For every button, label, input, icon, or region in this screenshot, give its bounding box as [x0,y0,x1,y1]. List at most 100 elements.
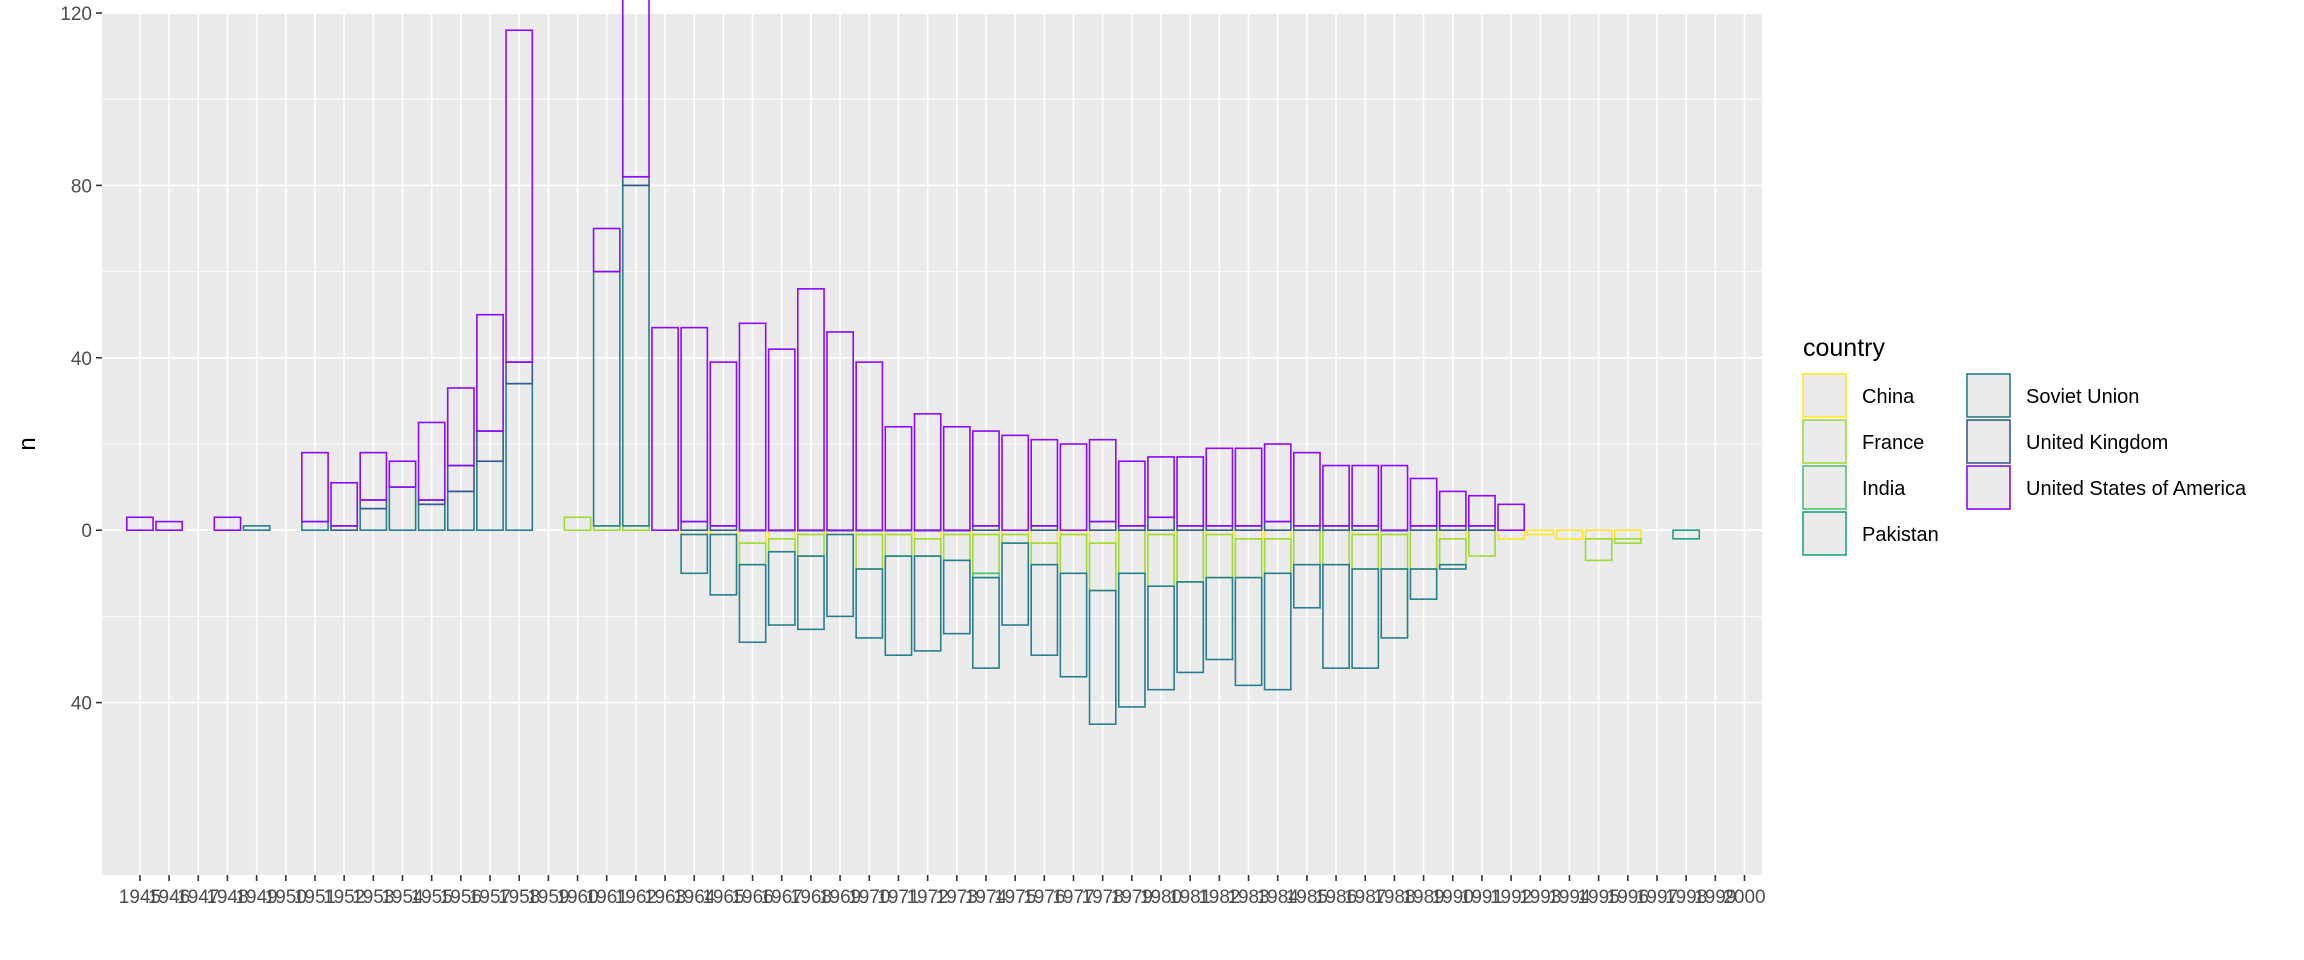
bar-segment [446,387,475,467]
legend-key [1802,465,1847,510]
x-tick-label: 1986 [1315,887,1357,908]
x-tick-label: 1973 [936,887,978,908]
x-tick-label: 1996 [1607,887,1649,908]
bar-segment [942,425,971,532]
x-tick-label: 1962 [615,887,657,908]
x-tick-label: 1999 [1694,887,1736,908]
x-tick-label: 1966 [731,887,773,908]
bar-segment [709,533,738,596]
y-axis: 40 0 40 80 120 [60,4,102,715]
grid-major [102,12,1762,875]
x-tick-label: 1983 [1227,887,1269,908]
bar-segment [972,576,1000,669]
x-tick-label: 1984 [1257,887,1300,908]
x-tick-label: 1964 [673,887,716,908]
bar-segment [1059,443,1088,531]
legend-key [1802,373,1847,418]
bar-segment [1117,572,1146,708]
x-tick-label: 1976 [1023,887,1065,908]
bar-segment [1438,490,1467,527]
bar-segment [563,516,592,532]
bar-segment [1234,447,1263,527]
bar-segment [1409,477,1438,527]
bar-segment [826,533,855,618]
x-tick-label: 1968 [790,887,832,908]
bar-segment [1147,585,1175,691]
bar-segment [1088,589,1117,725]
x-tick-label: 1975 [994,887,1036,908]
bar-segment [1292,451,1321,527]
bar-segment [1351,464,1380,527]
x-tick-label: 1979 [1111,887,1153,908]
x-tick-label: 1971 [877,887,919,908]
x-tick-label: 1956 [440,887,482,908]
bar-segment [1380,464,1409,531]
bar-segment [1322,563,1350,669]
bar-segment [680,533,709,575]
x-tick-label: 1985 [1286,887,1328,908]
y-tick-label: 0 [81,521,92,542]
bar-segment [1351,568,1380,669]
x-tick-label: 1948 [206,887,248,908]
legend-key [1802,511,1847,556]
bar-segment [884,425,913,532]
legend-label: United Kingdom [2026,432,2168,454]
bar-segment [1322,464,1350,527]
x-tick-label: 1982 [1198,887,1240,908]
legend-label: France [1862,432,1924,454]
x-tick-label: 1947 [177,887,219,908]
bar-segment [1001,542,1030,626]
bar-segment [1584,538,1613,562]
bar-segment [476,313,504,432]
x-tick-label: 1959 [527,887,569,908]
bar-segment [884,555,913,656]
x-tick-label: 1946 [148,887,190,908]
bar-segment [1468,494,1496,527]
legend-key [1966,465,2011,510]
bar-segment [738,322,767,532]
x-tick-label: 1965 [702,887,744,908]
x-tick-label: 1953 [352,887,394,908]
legend-key [1966,373,2011,418]
bar-segment [680,326,709,523]
x-tick-label: 1978 [1082,887,1124,908]
grid-minor [102,98,1762,617]
x-tick-label: 1972 [906,887,948,908]
x-tick-label: 2000 [1723,887,1765,908]
x-tick-label: 1952 [323,887,365,908]
x-tick-label: 1990 [1432,887,1474,908]
x-tick-label: 1974 [965,887,1008,908]
bar-segment [1001,434,1030,532]
bar-segment [1555,529,1584,540]
x-tick-label: 1955 [411,887,453,908]
bar-segment [621,0,650,178]
bar-segment [1176,456,1205,527]
bar-segment [709,361,738,527]
x-tick-label: 1994 [1548,887,1591,908]
x-axis: 1945194619471948194919501951195219531954… [119,875,1766,908]
x-tick-label: 1963 [644,887,686,908]
bar-segment [1205,576,1234,661]
bar-segment [826,331,855,531]
bar-segment [1088,438,1117,523]
x-tick-label: 1967 [761,887,803,908]
bar-segment [972,430,1000,527]
x-tick-label: 1995 [1577,887,1619,908]
x-tick-label: 1981 [1169,887,1211,908]
bar-segment [1497,503,1526,531]
x-tick-label: 1961 [586,887,628,908]
bar-segment [855,568,884,639]
bar-segment [505,29,534,363]
bar-segment [1117,460,1146,527]
y-tick-label: 40 [71,694,92,715]
x-tick-label: 1970 [848,887,890,908]
bars [125,0,1701,725]
bar-segment [330,481,359,527]
bar-segment [913,555,942,652]
bar-segment [592,227,621,273]
bar-segment [1030,438,1059,527]
x-tick-label: 1988 [1373,887,1415,908]
y-tick-label: 120 [60,4,92,25]
x-tick-label: 1950 [265,887,307,908]
